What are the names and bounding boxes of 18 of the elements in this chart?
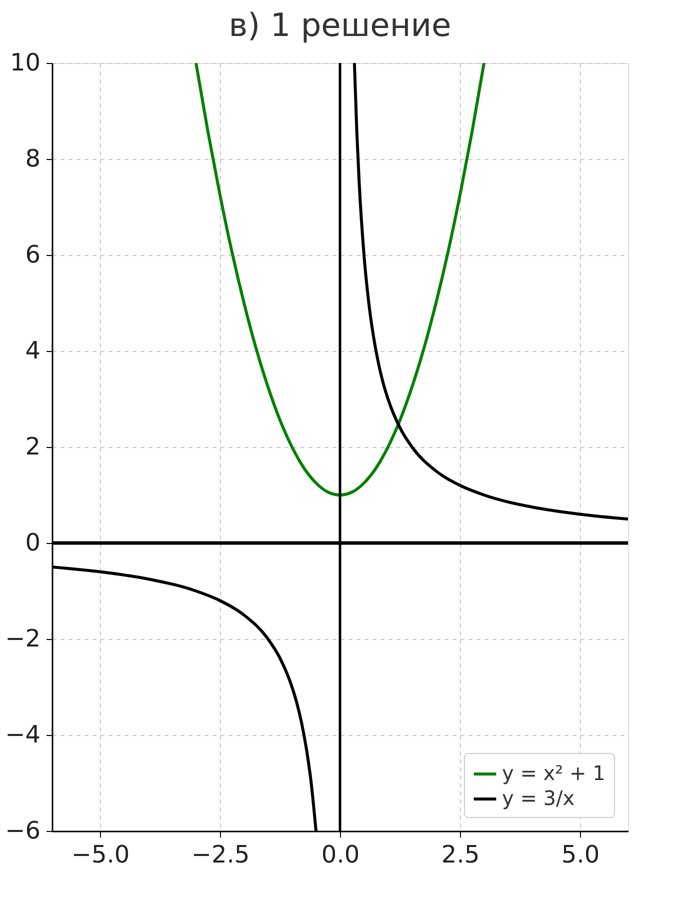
- legend-label: y = 3/x: [502, 786, 575, 810]
- chart-title: в) 1 решение: [228, 6, 452, 44]
- x-tick-label: 2.5: [441, 840, 480, 868]
- y-tick-label: 6: [25, 240, 40, 268]
- x-tick-label: 0.0: [321, 840, 360, 868]
- x-tick-label: −5.0: [71, 840, 130, 868]
- y-tick-label: −6: [5, 816, 40, 844]
- y-tick-label: 8: [25, 144, 40, 172]
- line-series: [194, 63, 486, 496]
- y-tick-label: 0: [25, 528, 40, 556]
- legend-label: y = x² + 1: [502, 761, 606, 785]
- y-tick-label: 10: [10, 48, 40, 76]
- y-tick-label: −4: [5, 720, 40, 748]
- y-tick-label: 2: [25, 432, 40, 460]
- y-tick-label: −2: [5, 624, 40, 652]
- x-tick-label: −2.5: [191, 840, 250, 868]
- x-tick-label: 5.0: [561, 840, 600, 868]
- y-tick-label: 4: [25, 336, 40, 364]
